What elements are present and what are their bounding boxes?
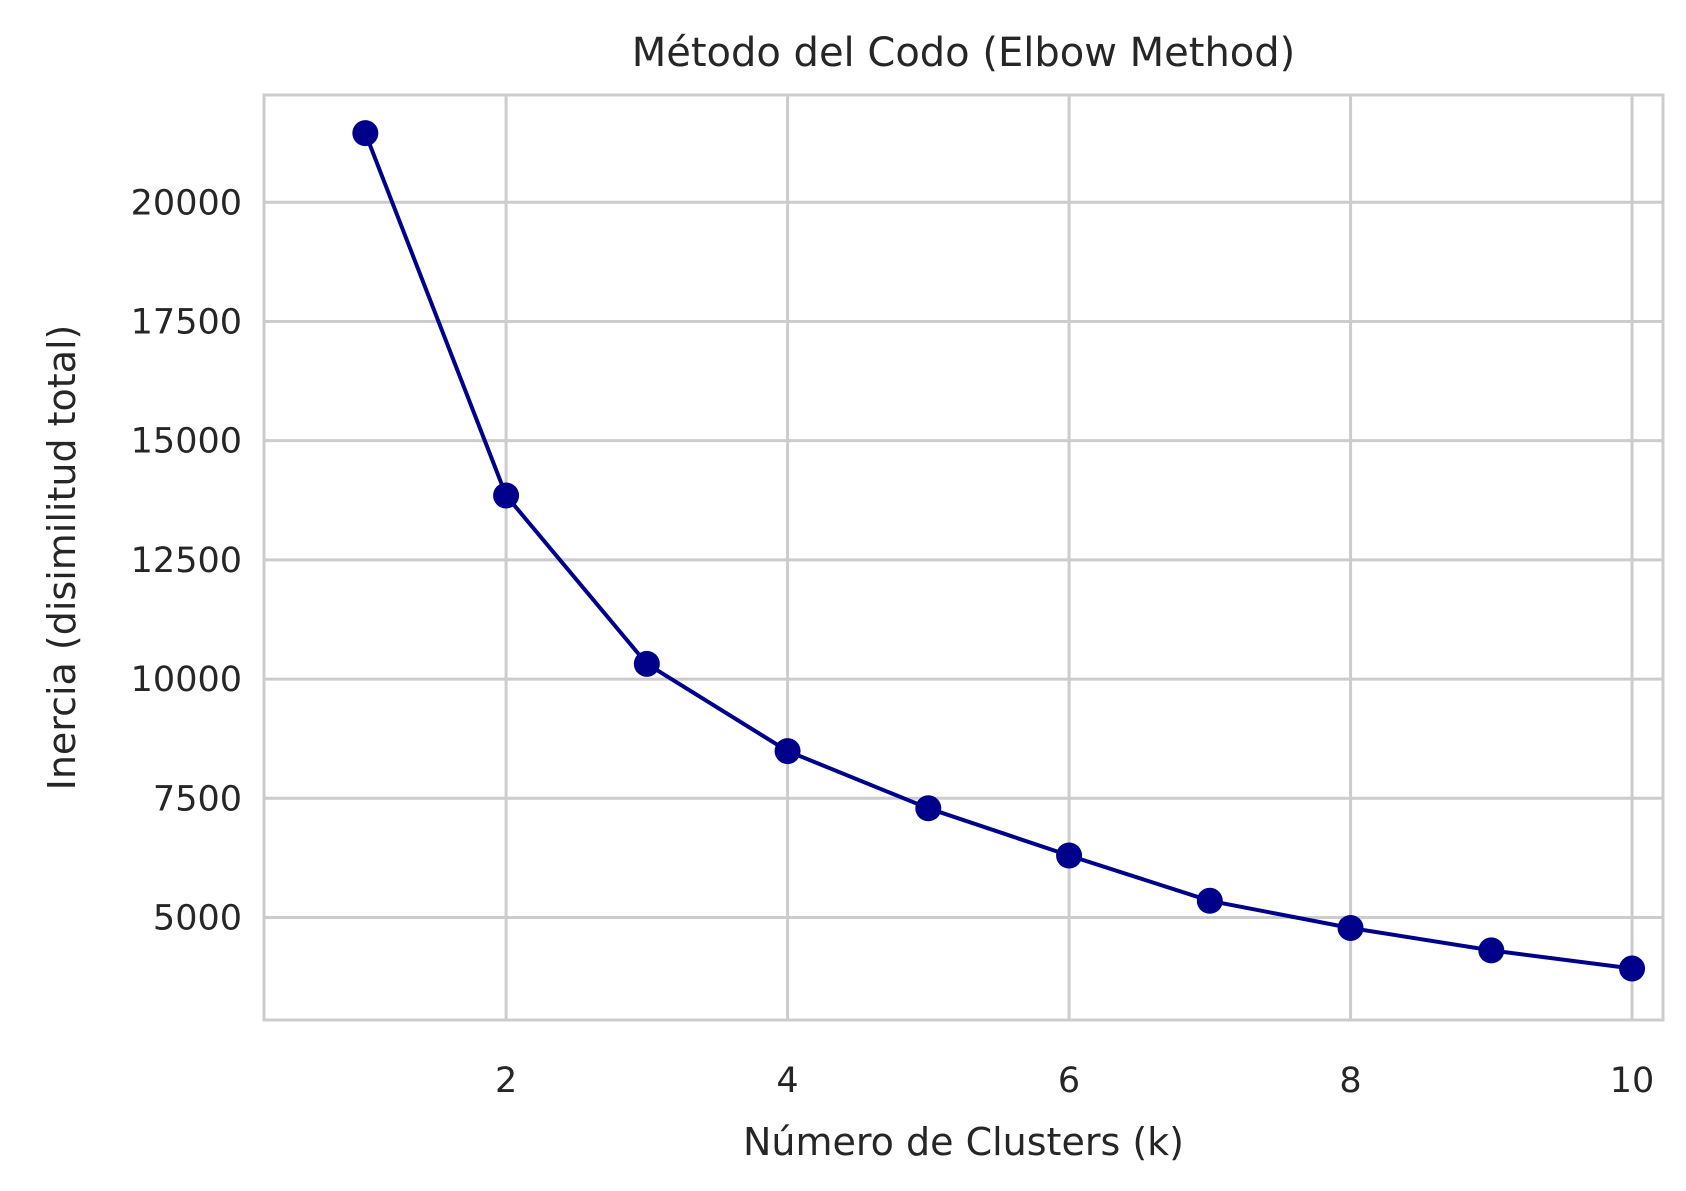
x-tick-label: 10: [1610, 1061, 1655, 1101]
y-tick-label: 15000: [131, 422, 242, 462]
y-tick-label: 12500: [131, 541, 242, 581]
data-point: [915, 795, 942, 822]
y-tick-label: 20000: [131, 183, 242, 223]
data-point: [352, 120, 379, 147]
chart-title: Método del Codo (Elbow Method): [632, 30, 1296, 76]
x-tick-label: 6: [1058, 1061, 1080, 1101]
data-point: [1478, 937, 1505, 964]
y-tick-label: 17500: [131, 302, 242, 342]
y-axis-title: Inercia (disimilitud total): [40, 325, 84, 791]
data-point: [493, 482, 520, 509]
plot-frame: [262, 93, 1665, 1022]
data-point: [774, 738, 801, 765]
y-tick-labels: 5000 7500 10000 12500 15000 17500 20000: [131, 183, 242, 938]
y-tick-label: 10000: [131, 660, 242, 700]
data-point: [1196, 887, 1223, 914]
series-line: [363, 131, 1635, 971]
x-tick-label: 2: [495, 1061, 517, 1101]
data-point: [633, 650, 660, 677]
grid-lines: [264, 95, 1663, 1020]
x-tick-label: 4: [776, 1061, 798, 1101]
data-point: [1337, 914, 1364, 941]
data-point: [1056, 842, 1083, 869]
data-point: [1619, 955, 1646, 982]
y-tick-label: 7500: [153, 779, 242, 819]
series-group: [352, 120, 1646, 982]
x-tick-labels: 2 4 6 8 10: [495, 1061, 1654, 1101]
x-axis-title: Número de Clusters (k): [743, 1120, 1184, 1164]
x-tick-label: 8: [1339, 1061, 1361, 1101]
y-tick-label: 5000: [153, 898, 242, 938]
